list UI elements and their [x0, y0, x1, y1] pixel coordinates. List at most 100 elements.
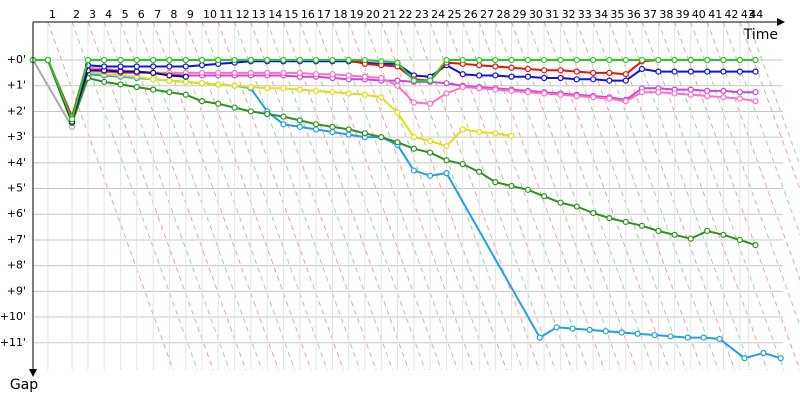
data-point: [426, 172, 434, 179]
data-point: [117, 56, 124, 64]
data-point: [345, 131, 352, 138]
data-point: [410, 134, 418, 141]
data-point: [736, 56, 743, 64]
data-point: [492, 179, 499, 186]
data-point: [720, 56, 727, 64]
data-point: [312, 56, 320, 64]
x-tick-label: 9: [187, 8, 194, 21]
data-point: [704, 68, 711, 75]
data-point: [394, 59, 401, 66]
lap-line: [706, 21, 800, 282]
data-point: [671, 68, 678, 75]
data-point: [280, 121, 287, 128]
data-point: [378, 94, 385, 101]
x-tick-label: 32: [562, 8, 576, 21]
lap-line: [462, 21, 589, 371]
data-point: [492, 130, 499, 137]
data-point: [687, 56, 694, 64]
data-point: [557, 74, 564, 82]
data-point: [198, 98, 206, 105]
data-point: [68, 116, 76, 123]
x-tick-label: 5: [122, 8, 129, 21]
data-point: [231, 69, 238, 76]
lap-line: [332, 21, 459, 371]
data-point: [296, 123, 303, 130]
plot: [29, 56, 784, 362]
x-tick-label: 4: [105, 8, 112, 21]
data-point: [345, 126, 352, 133]
data-point: [443, 90, 450, 97]
data-point: [394, 82, 401, 89]
x-tick-label: 7: [154, 8, 161, 21]
lap-line: [625, 21, 752, 371]
x-tick-label: 40: [692, 8, 706, 21]
lap-line: [87, 21, 214, 371]
y-tick-label: +2': [7, 104, 26, 117]
data-point: [329, 56, 336, 64]
x-tick-label: 10: [203, 8, 217, 21]
data-point: [541, 56, 548, 64]
data-point: [361, 130, 368, 137]
data-point: [378, 74, 385, 82]
data-point: [394, 77, 401, 84]
data-point: [720, 68, 727, 75]
data-point: [345, 72, 352, 79]
data-point: [150, 56, 157, 64]
lap-line: [120, 21, 247, 371]
data-point: [573, 76, 580, 83]
data-point: [536, 334, 543, 341]
data-point: [280, 85, 287, 92]
data-point: [329, 71, 336, 78]
x-tick-label: 6: [138, 8, 145, 21]
x-tick-label: 1: [49, 8, 56, 21]
data-point: [247, 83, 254, 91]
data-point: [553, 324, 560, 331]
data-point: [247, 108, 254, 115]
y-tick-label: +6': [7, 207, 26, 220]
data-point: [508, 64, 515, 71]
data-point: [606, 69, 613, 76]
lap-line: [674, 21, 800, 371]
data-point: [492, 86, 499, 93]
data-point: [671, 231, 678, 238]
data-point: [150, 86, 157, 93]
data-point: [590, 209, 597, 217]
x-tick-label: 30: [529, 8, 543, 21]
data-point: [476, 168, 483, 175]
lap-line: [690, 21, 800, 327]
data-point: [618, 329, 625, 336]
x-tick-label: 17: [317, 8, 331, 21]
lap-line: [494, 21, 622, 371]
lap-line: [201, 21, 328, 371]
y-tick-label: +1': [7, 79, 26, 92]
y-tick-label: +3': [7, 130, 26, 143]
data-point: [117, 81, 124, 88]
data-point: [492, 63, 499, 70]
series-line: [33, 59, 781, 360]
data-point: [634, 330, 641, 337]
x-tick-label: 35: [610, 8, 624, 21]
data-point: [133, 56, 140, 64]
data-point: [476, 62, 483, 69]
data-point: [700, 334, 707, 341]
data-point: [752, 89, 759, 96]
x-tick-label: 43: [741, 8, 755, 21]
x-tick-label: 12: [236, 8, 250, 21]
data-point: [459, 83, 466, 91]
x-tick-label: 34: [594, 8, 608, 21]
data-point: [606, 95, 613, 102]
data-point: [557, 67, 564, 74]
data-point: [541, 67, 548, 74]
x-tick-label: 11: [219, 8, 233, 21]
data-point: [150, 69, 157, 76]
data-point: [215, 56, 222, 64]
data-point: [508, 87, 515, 94]
data-point: [541, 90, 548, 97]
data-point: [361, 91, 368, 98]
data-point: [182, 78, 189, 85]
lap-line: [380, 21, 508, 371]
data-point: [704, 92, 711, 100]
data-point: [117, 68, 124, 75]
y-tick-label: +9': [7, 284, 26, 297]
data-point: [329, 128, 336, 136]
